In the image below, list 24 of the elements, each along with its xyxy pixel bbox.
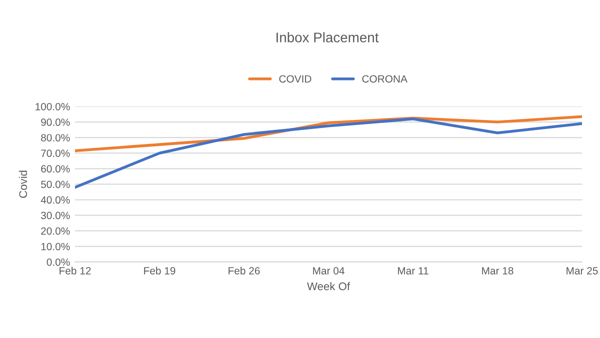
y-tick-label: 90.0%: [41, 118, 70, 126]
x-axis-title: Week Of: [307, 282, 350, 290]
y-tick-label: 100.0%: [36, 102, 70, 110]
legend-label: CORONA: [362, 75, 408, 83]
y-tick-label: 80.0%: [41, 134, 70, 142]
x-tick-label: Feb 26: [228, 266, 260, 274]
x-tick-label: Mar 25: [566, 267, 598, 274]
y-tick-label: 30.0%: [41, 212, 70, 220]
y-tick-label: 10.0%: [41, 242, 70, 250]
line-series: [75, 118, 582, 189]
y-tick-label: 20.0%: [41, 227, 70, 235]
x-tick-label: Mar 11: [398, 267, 428, 274]
x-tick-label: Mar 18: [482, 267, 514, 274]
x-tick-label: Feb 19: [144, 266, 176, 274]
y-tick-label: 40.0%: [40, 196, 70, 204]
x-tick-label: Feb 12: [60, 266, 91, 274]
y-tick-label: 0.0%: [46, 258, 70, 266]
y-tick-label: 60.0%: [41, 165, 70, 173]
x-tick-label: Mar 04: [313, 267, 344, 274]
chart-title: Inbox Placement: [276, 32, 379, 42]
y-tick-label: 70.0%: [41, 150, 70, 157]
y-axis-title: Covid: [18, 170, 28, 198]
legend-label: COVID: [279, 75, 312, 83]
y-tick-label: 50.0%: [41, 180, 70, 188]
